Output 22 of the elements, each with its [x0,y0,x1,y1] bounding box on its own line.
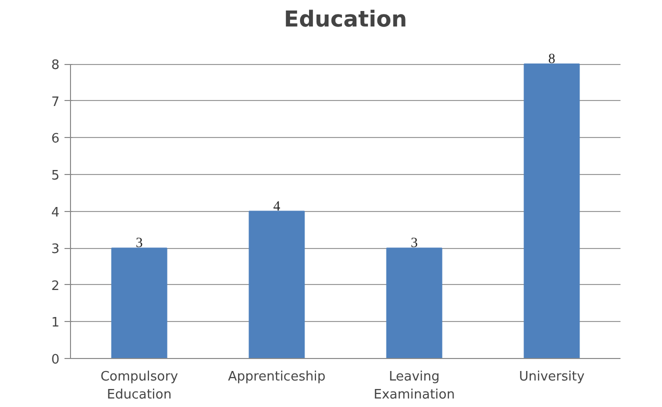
y-tick-label: 0 [51,352,60,368]
bar [248,210,305,358]
y-tick-label: 7 [51,94,60,110]
y-tick-label: 1 [51,316,60,331]
data-label: 8 [548,52,556,68]
data-label: 3 [136,236,143,252]
x-tick-label: University [518,370,585,384]
x-tick-label: Compulsory Education [100,370,178,402]
y-tick-label: 3 [51,242,60,258]
y-tick-label: 6 [51,132,60,147]
bar [111,248,168,358]
y-tick-label: 2 [51,278,60,294]
data-label: 4 [273,199,280,214]
data-label: 3 [410,236,418,252]
bar [524,64,580,358]
x-tick-label: Leaving Examination [374,370,455,402]
x-tick-label: Apprenticeship [228,370,326,384]
y-tick-label: 8 [51,58,60,74]
y-tick-label: 4 [51,205,60,220]
chart-title: Education [284,8,408,32]
y-tick-label: 5 [51,168,60,184]
bar [386,248,442,358]
